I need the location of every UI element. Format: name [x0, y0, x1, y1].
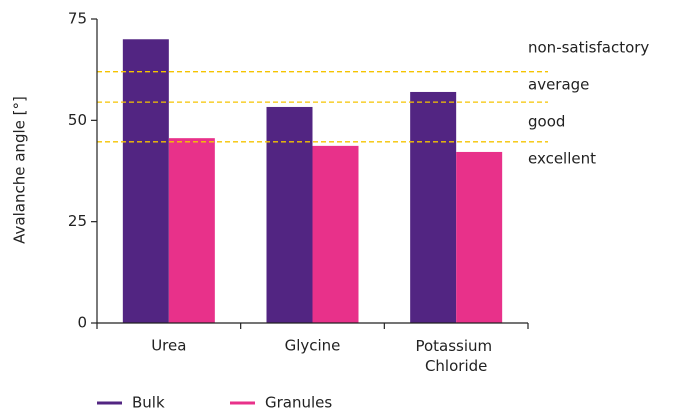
bar [312, 145, 359, 323]
bar [168, 138, 215, 323]
y-tick-label: 0 [77, 314, 87, 332]
bar [266, 106, 313, 323]
y-axis-label: Avalanche angle [°] [11, 96, 29, 244]
zone-label: good [528, 113, 565, 131]
legend-label: Bulk [132, 394, 165, 412]
y-tick-label: 50 [68, 111, 87, 129]
y-tick-label: 25 [68, 212, 87, 230]
bar [410, 91, 457, 324]
x-tick-label: Potassium Chloride [415, 337, 496, 375]
x-tick-label: Urea [151, 337, 186, 355]
x-tick-label: Glycine [285, 337, 341, 355]
legend-label: Granules [265, 394, 332, 412]
zone-label: non-satisfactory [528, 39, 649, 57]
bar [122, 39, 169, 324]
zone-label: excellent [528, 150, 596, 168]
bar [456, 151, 503, 323]
zone-label: average [528, 76, 589, 94]
y-tick-label: 75 [68, 10, 87, 28]
